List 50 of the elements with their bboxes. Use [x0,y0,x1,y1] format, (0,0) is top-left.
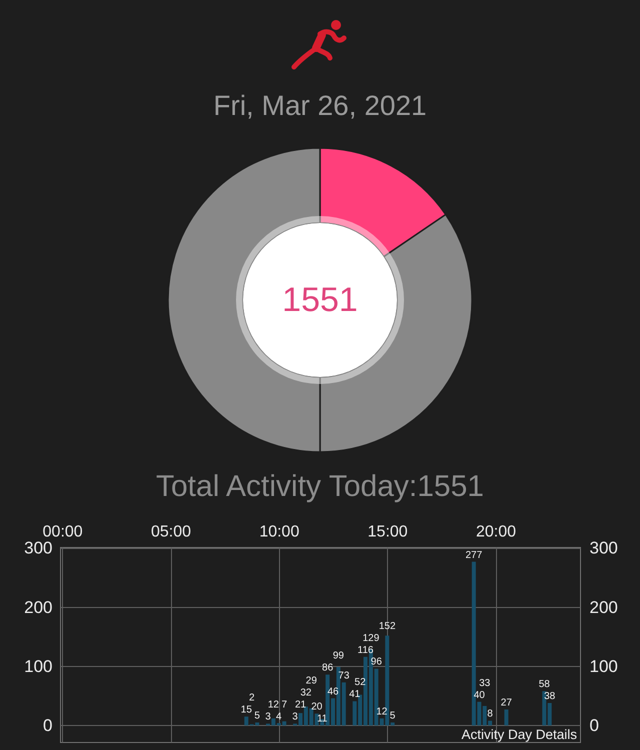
data-label: 7 [281,700,288,711]
data-label: 11 [316,714,328,725]
annotation: Activity Day Details [461,726,577,744]
y2-tick-label: 200 [590,598,618,617]
x-tick-label: 15:00 [368,524,408,540]
data-label: 4 [276,712,282,723]
data-label: 52 [354,677,366,688]
x-tick-label: 00:00 [42,524,83,540]
x-tick-label: 20:00 [476,524,516,540]
chart-title: Fri, Mar 26, 2021 [213,90,427,121]
data-label: 96 [370,656,382,668]
data-label: 32 [300,688,312,699]
data-label: 12 [268,700,280,711]
data-label: 20 [311,702,323,713]
x-tick-label: 05:00 [150,524,192,540]
y2-tick-label: 0 [590,716,599,735]
data-label: 116 [358,644,374,656]
y-tick-label: 0 [43,716,52,735]
data-label: 152 [378,620,396,632]
y2-tick-label: 100 [590,656,618,676]
data-label: 3 [292,712,298,723]
data-label: 58 [538,679,550,690]
data-label: 129 [362,632,380,644]
data-label: 5 [390,710,396,722]
data-label: 5 [254,710,260,722]
data-label: 46 [327,686,339,698]
data-label: 41 [349,689,361,700]
x-tick-label: 10:00 [259,524,300,540]
data-label: 73 [338,670,350,682]
data-label: 277 [465,550,483,561]
data-label: 21 [294,700,306,711]
data-label: 8 [487,708,494,720]
data-label: 27 [500,698,512,708]
y-tick-label: 300 [24,538,52,558]
data-label: 99 [332,650,344,662]
data-label: 29 [306,676,318,687]
data-label: 40 [474,690,486,701]
data-label: 33 [479,678,491,689]
text: 1551 [281,280,359,320]
data-label: 2 [248,692,255,704]
y2-tick-label: 300 [590,538,618,558]
data-label: 12 [376,706,388,718]
text: Total Activity Today:1551 [155,469,485,505]
y-tick-label: 100 [24,656,52,676]
data-label: 38 [544,691,556,702]
data-label: 15 [240,704,252,716]
data-label: 3 [265,712,272,723]
y-tick-label: 200 [24,598,52,617]
bar [504,710,508,726]
data-label: 86 [322,662,334,674]
